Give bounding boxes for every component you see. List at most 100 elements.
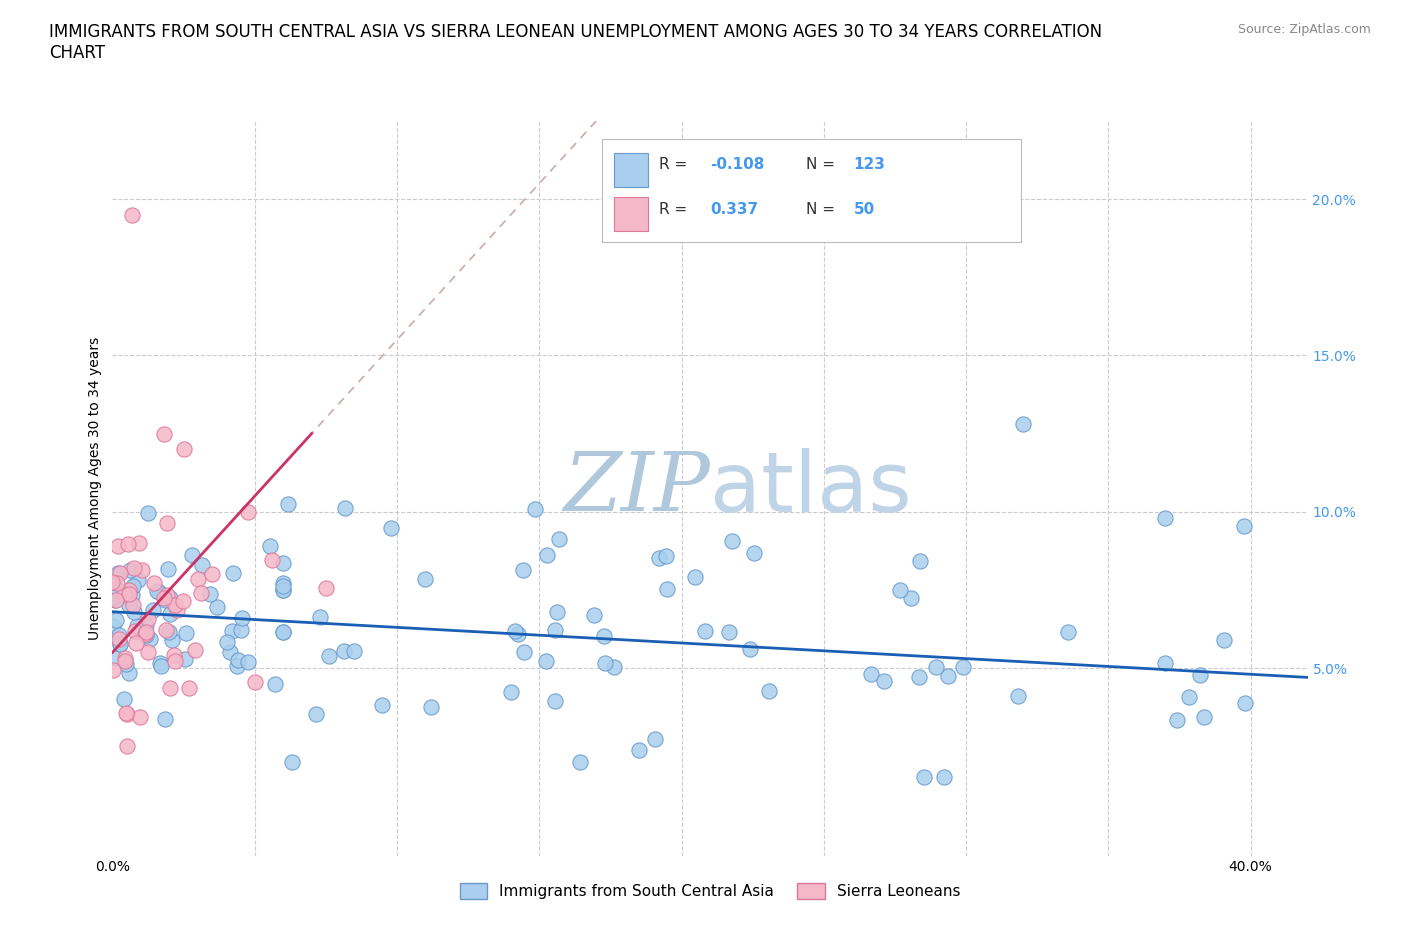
Point xyxy=(107,538,129,553)
Point xyxy=(593,629,616,644)
Legend: Immigrants from South Central Asia, Sierra Leoneans: Immigrants from South Central Asia, Sier… xyxy=(460,884,960,899)
Point xyxy=(174,651,197,666)
Point xyxy=(201,566,224,581)
Point xyxy=(114,654,136,669)
Text: ZIP: ZIP xyxy=(564,448,710,528)
Point xyxy=(544,693,567,708)
Point xyxy=(118,587,141,602)
Point xyxy=(118,582,141,597)
Point xyxy=(1154,511,1177,525)
Point xyxy=(222,565,245,580)
Text: N =: N = xyxy=(806,202,839,217)
Text: 123: 123 xyxy=(853,157,886,172)
Point xyxy=(104,592,127,607)
Point xyxy=(114,586,136,601)
Point xyxy=(1012,417,1035,432)
Point xyxy=(155,711,177,726)
Point xyxy=(172,593,194,608)
Point xyxy=(271,624,294,639)
Point xyxy=(583,607,606,622)
Text: 0.337: 0.337 xyxy=(710,202,758,217)
Point xyxy=(118,666,141,681)
Point xyxy=(225,658,247,673)
Point xyxy=(262,552,284,567)
FancyBboxPatch shape xyxy=(614,197,648,232)
Point xyxy=(505,623,527,638)
Point xyxy=(305,707,328,722)
Point xyxy=(110,565,132,580)
Point xyxy=(548,532,571,547)
Text: 50: 50 xyxy=(853,202,875,217)
Point xyxy=(104,593,127,608)
Point xyxy=(155,592,177,607)
Point xyxy=(121,587,143,602)
Point xyxy=(603,660,626,675)
Point xyxy=(101,618,124,633)
Point xyxy=(128,536,150,551)
Point xyxy=(420,699,443,714)
Point xyxy=(908,670,931,684)
Point xyxy=(121,598,143,613)
Point xyxy=(177,681,200,696)
Point xyxy=(104,613,127,628)
Point xyxy=(165,654,187,669)
Point xyxy=(131,563,153,578)
Point xyxy=(371,698,394,712)
Point xyxy=(142,603,165,618)
Point xyxy=(156,515,179,530)
Point xyxy=(135,618,157,632)
Point xyxy=(315,581,337,596)
FancyBboxPatch shape xyxy=(603,140,1021,242)
Point xyxy=(127,573,149,588)
Point xyxy=(655,548,678,563)
Point xyxy=(1192,710,1215,724)
Point xyxy=(219,644,242,659)
Point xyxy=(221,623,243,638)
Point xyxy=(501,684,523,699)
Point xyxy=(335,500,357,515)
Point xyxy=(318,648,340,663)
Point xyxy=(173,442,195,457)
Point xyxy=(1057,624,1080,639)
Point xyxy=(114,651,136,666)
Point xyxy=(124,605,146,620)
Point xyxy=(536,548,558,563)
Point xyxy=(159,591,181,605)
Point xyxy=(135,624,157,639)
Point xyxy=(114,657,136,671)
Point xyxy=(534,654,557,669)
Point xyxy=(889,582,911,597)
Point xyxy=(187,572,209,587)
Point xyxy=(136,506,159,521)
Point xyxy=(593,656,616,671)
Point xyxy=(513,644,536,659)
Point xyxy=(1188,667,1211,682)
Point xyxy=(231,610,253,625)
Point xyxy=(1233,696,1256,711)
Point xyxy=(952,659,974,674)
Point xyxy=(873,673,896,688)
Point xyxy=(1232,518,1254,533)
Point xyxy=(512,562,534,577)
Point xyxy=(860,667,883,682)
Point xyxy=(138,644,160,659)
Point xyxy=(259,539,281,554)
Point xyxy=(155,622,177,637)
Point xyxy=(655,581,678,596)
Point xyxy=(139,631,162,646)
Point xyxy=(742,545,765,560)
Point xyxy=(413,572,436,587)
Point xyxy=(146,583,169,598)
Point xyxy=(157,625,180,640)
Point xyxy=(198,586,221,601)
Text: R =: R = xyxy=(658,202,692,217)
Text: Source: ZipAtlas.com: Source: ZipAtlas.com xyxy=(1237,23,1371,36)
Point xyxy=(721,534,744,549)
Point xyxy=(156,588,179,603)
Point xyxy=(1153,656,1175,671)
Point xyxy=(191,558,214,573)
Point xyxy=(124,623,146,638)
Point xyxy=(271,583,294,598)
Point xyxy=(107,565,129,580)
Point xyxy=(163,647,186,662)
